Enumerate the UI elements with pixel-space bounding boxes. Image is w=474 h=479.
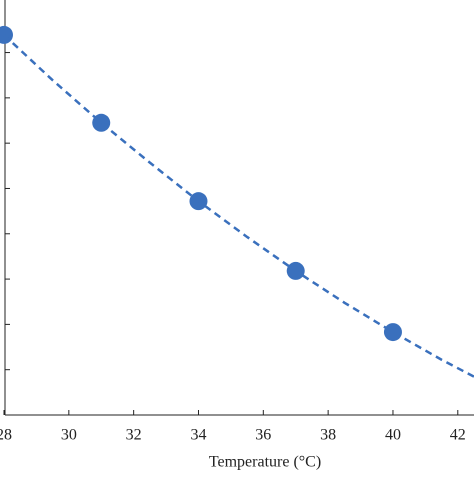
x-tick-label: 36 xyxy=(255,427,271,444)
x-tick-label: 34 xyxy=(190,427,206,444)
x-tick-label: 42 xyxy=(450,427,466,444)
data-point xyxy=(0,25,13,44)
fit-line xyxy=(3,33,474,379)
x-tick-label: 30 xyxy=(61,427,77,444)
x-tick-label: 28 xyxy=(0,427,12,444)
x-tick-label: 38 xyxy=(320,427,336,444)
data-point xyxy=(383,323,402,342)
x-tick-label: 32 xyxy=(126,427,142,444)
x-tick-label: 40 xyxy=(385,427,401,444)
x-axis-label: Temperature (°C) xyxy=(209,454,321,471)
